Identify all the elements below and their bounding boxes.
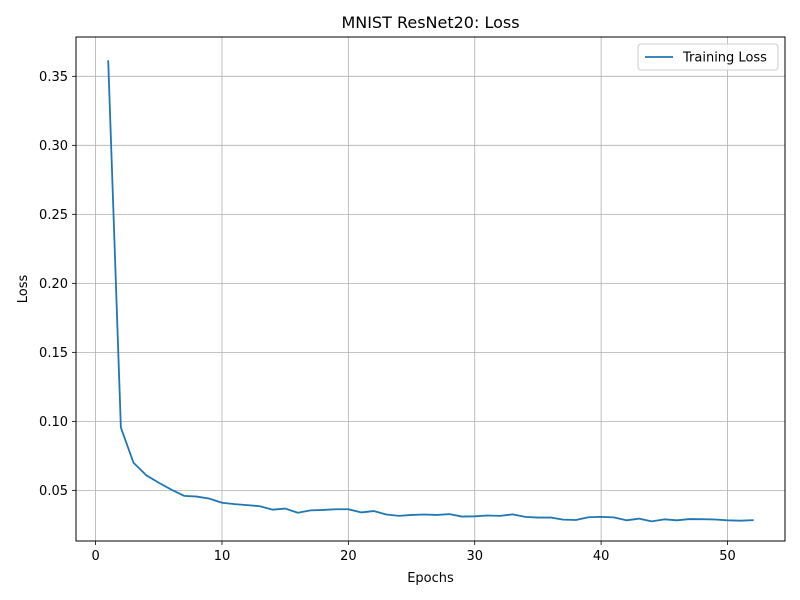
x-axis-label: Epochs (407, 571, 454, 586)
x-tick-label: 30 (466, 549, 483, 564)
x-tick-label: 50 (719, 549, 736, 564)
grid (76, 37, 785, 541)
y-tick-label: 0.30 (39, 139, 68, 154)
x-tick-label: 40 (593, 549, 610, 564)
x-tick-label: 0 (91, 549, 99, 564)
x-tick-label: 10 (214, 549, 231, 564)
legend-label-training-loss: Training Loss (682, 51, 767, 66)
chart-title: MNIST ResNet20: Loss (341, 13, 519, 32)
legend-box (637, 43, 779, 71)
x-tick-label: 20 (340, 549, 357, 564)
plot-frame (75, 36, 786, 542)
y-tick-label: 0.25 (39, 208, 68, 223)
y-tick-label: 0.20 (39, 277, 68, 292)
legend: Training Loss (637, 43, 779, 71)
y-tick-label: 0.15 (39, 346, 68, 361)
y-tick-label: 0.05 (39, 484, 68, 499)
ticks: 0 10 20 30 40 50 0.05 0.10 0.15 0.20 0.25 0.30 0.35 (39, 70, 736, 564)
y-axis-label: Loss (16, 275, 31, 304)
y-tick-label: 0.10 (39, 415, 68, 430)
series-layer (107, 60, 754, 523)
y-tick-label: 0.35 (39, 70, 68, 85)
series-line-training-loss (107, 60, 754, 523)
